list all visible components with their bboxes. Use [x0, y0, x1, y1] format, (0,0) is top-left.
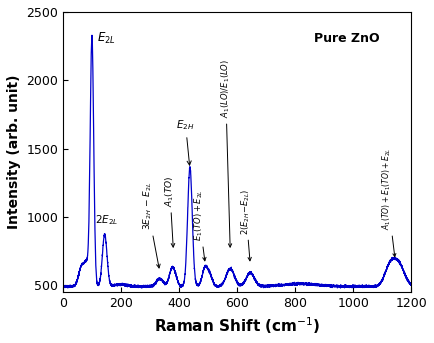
Text: $2(E_{2H}$$-E_{2L})$: $2(E_{2H}$$-E_{2L})$: [240, 188, 252, 261]
Text: $E_{2L}$: $E_{2L}$: [97, 31, 115, 46]
Text: $2E_{2L}$: $2E_{2L}$: [95, 214, 118, 227]
Text: $A_1(TO)+E_1(TO)+E_{2L}$: $A_1(TO)+E_1(TO)+E_{2L}$: [380, 148, 396, 257]
X-axis label: Raman Shift (cm$^{-1}$): Raman Shift (cm$^{-1}$): [154, 315, 320, 336]
Text: $E_1(TO)+E_{2L}$: $E_1(TO)+E_{2L}$: [193, 190, 206, 261]
Text: $A_1(TO)$: $A_1(TO)$: [164, 176, 176, 247]
Text: $A_1(LO)/E_1(LO)$: $A_1(LO)/E_1(LO)$: [219, 59, 232, 247]
Text: Pure ZnO: Pure ZnO: [314, 32, 379, 45]
Y-axis label: Intensity (arb. unit): Intensity (arb. unit): [7, 75, 21, 229]
Text: $E_{2H}$: $E_{2H}$: [176, 118, 195, 165]
Text: $3E_{2H}$ $-$ $E_{2L}$: $3E_{2H}$ $-$ $E_{2L}$: [141, 182, 160, 268]
